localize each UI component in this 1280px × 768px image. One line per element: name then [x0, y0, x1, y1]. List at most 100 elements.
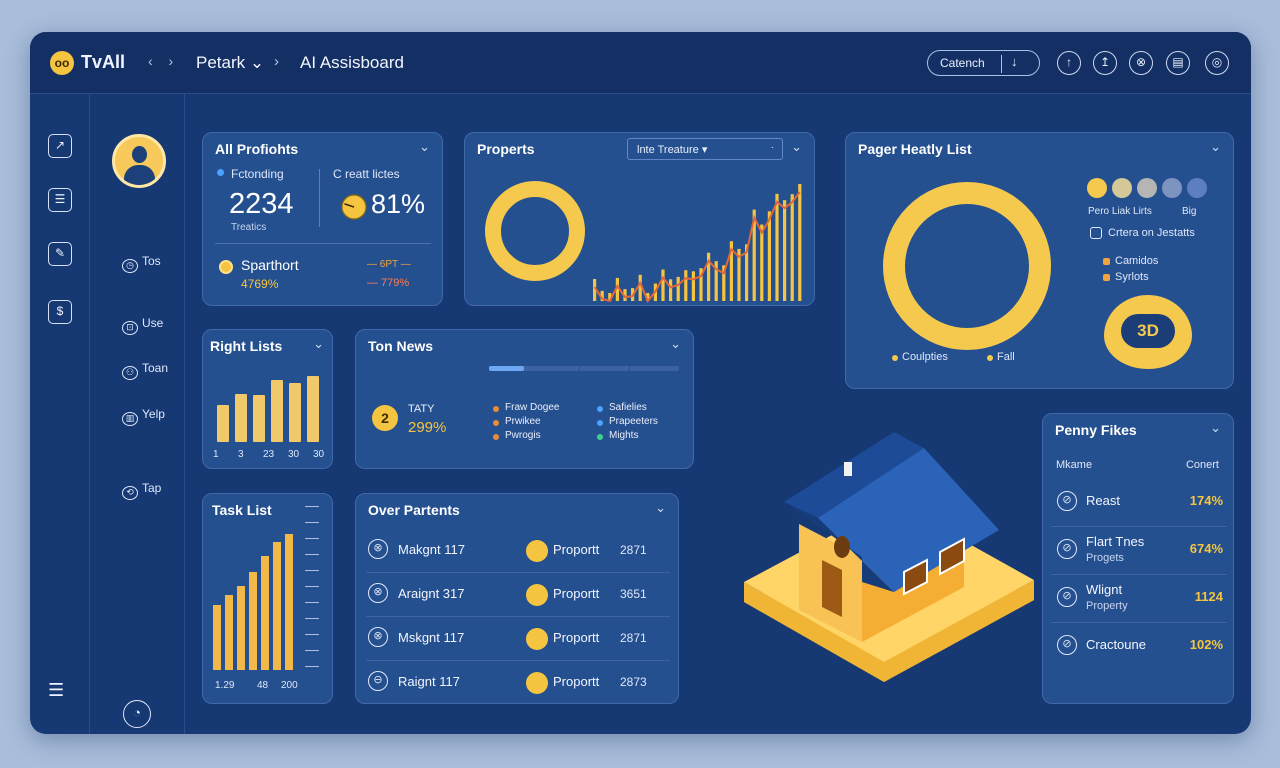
export-icon[interactable]: ↗: [48, 134, 72, 158]
card-title: Right Lists: [210, 338, 283, 354]
breadcrumb-project[interactable]: Petark ⌄: [196, 53, 265, 72]
bar: [767, 211, 771, 301]
coin-icon: [219, 260, 233, 274]
legend-swatch: [1103, 274, 1110, 281]
bar: [307, 376, 319, 442]
table-row[interactable]: ⊘ Cractoune 102%: [1051, 623, 1227, 671]
security-icon[interactable]: ⊗: [1129, 51, 1153, 75]
scale-rule: [305, 650, 319, 651]
sidebar-item-use[interactable]: ⊡ Use: [122, 316, 163, 335]
parents-list: ⊗ Makgnt 117 Proportt 2871 ⊗ Araignt 317 Propo…: [356, 529, 678, 703]
house-illustration: [744, 432, 1039, 702]
document-icon[interactable]: ▤: [1166, 51, 1190, 75]
legend-dot: [1137, 178, 1157, 198]
legend-swatch: [892, 355, 898, 361]
metric-sub: Treatics: [231, 222, 267, 233]
tick-labels: 1 3 23 30 30: [213, 449, 327, 463]
column-header: Mkame: [1056, 459, 1093, 471]
donut-chart: [883, 182, 1051, 350]
power-icon[interactable]: ◔: [123, 700, 151, 728]
chevron-down-icon[interactable]: ⌄: [1210, 139, 1221, 154]
bar: [775, 193, 779, 301]
bar: [790, 194, 794, 301]
upload-icon[interactable]: ↑: [1057, 51, 1081, 75]
divider: [319, 169, 320, 227]
sidebar-item-toan[interactable]: ⚇ Toan: [122, 361, 168, 380]
legend-item: Coulpties: [902, 351, 948, 363]
avatar[interactable]: [112, 134, 166, 188]
legend-dot: [597, 434, 603, 440]
chevron-down-icon[interactable]: ⌄: [419, 139, 430, 154]
table-row[interactable]: ⊘ Reast 174%: [1051, 479, 1227, 527]
search-button[interactable]: Catench ↓: [927, 50, 1040, 76]
item-number: 2871: [620, 631, 647, 645]
item-prop: Proportt: [553, 542, 600, 557]
table-row[interactable]: ⊘ Wlignt Property 1124: [1051, 575, 1227, 623]
divider: [215, 243, 431, 244]
list-item[interactable]: ⊗ Mskgnt 117 Proportt 2871: [366, 617, 670, 661]
gauge-icon: [341, 194, 367, 220]
list-icon[interactable]: ☰: [48, 188, 72, 212]
chevron-down-icon[interactable]: ⌄: [313, 336, 324, 351]
row-value: 4769%: [241, 277, 279, 291]
legend-item: Camidos: [1115, 255, 1159, 267]
scale-rule: [305, 586, 319, 587]
row-value: 1124: [1194, 589, 1223, 604]
bar: [213, 605, 221, 670]
item-name: Raignt 117: [398, 674, 460, 689]
share-icon[interactable]: ↥: [1093, 51, 1117, 75]
row-tag-bottom: — 779%: [367, 277, 410, 289]
chevron-down-icon[interactable]: ⌄: [670, 336, 681, 351]
bar: [676, 276, 680, 301]
row-tag-top: — 6PT —: [367, 259, 411, 270]
sidebar-item-tap[interactable]: ⟲ Tap: [122, 481, 161, 500]
bar: [729, 241, 733, 301]
menu-icon[interactable]: ☰: [48, 680, 65, 700]
list-item[interactable]: ⊖ Raignt 117 Proportt 2873: [366, 661, 670, 703]
tick-label: 200: [281, 680, 298, 691]
list-item[interactable]: ⊗ Makgnt 117 Proportt 2871: [366, 529, 670, 573]
right-lists-card: Right Lists ⌄ 1 3 23 30 30: [202, 329, 333, 469]
table-row[interactable]: ⊘ Flart Tnes Progets 674%: [1051, 527, 1227, 575]
sidebar-item-label: Toan: [142, 361, 169, 375]
nav-arrows[interactable]: ‹ ›: [148, 53, 180, 69]
list-item[interactable]: ⊗ Araignt 317 Proportt 3651: [366, 573, 670, 617]
sidebar-item-yelp[interactable]: ▥ Yelp: [122, 407, 165, 426]
scale-rule: [305, 522, 319, 523]
bar: [253, 395, 265, 442]
dollar-icon[interactable]: $: [48, 300, 72, 324]
rank-badge: 2: [372, 405, 398, 431]
row-value: 174%: [1189, 493, 1223, 508]
breadcrumb-page[interactable]: AI Assisboard: [300, 53, 404, 72]
legend-dot: [1162, 178, 1182, 198]
scale-rule: [305, 618, 319, 619]
bar: [691, 271, 695, 301]
stat-value: 299%: [408, 419, 447, 436]
legend-text: Big: [1182, 206, 1197, 217]
chevron-down-icon[interactable]: ⌄: [791, 139, 802, 154]
dropdown-caret: ·: [770, 142, 774, 153]
legend-swatch: [1103, 258, 1110, 265]
scale-rule: [305, 506, 319, 507]
legend-item: Prapeeters: [609, 416, 658, 427]
donut-chart: [485, 181, 585, 281]
refresh-icon: ⟲: [122, 486, 138, 500]
bar-line-chart: [593, 184, 802, 303]
tick-labels: 1.29 48 200: [215, 680, 325, 694]
row-name: Wlignt: [1086, 582, 1123, 597]
feature-dropdown[interactable]: lnte Treature ▾ ·: [627, 138, 783, 160]
download-icon[interactable]: ↓: [1011, 54, 1018, 69]
bar: [669, 279, 673, 301]
progress-track: [489, 366, 679, 371]
filter-icon[interactable]: [1090, 227, 1102, 239]
legend-text: Pero Liak Lirts: [1088, 206, 1152, 217]
legend-dots: [1087, 178, 1217, 200]
sidebar-item-tos[interactable]: ◷ Tos: [122, 254, 161, 273]
chevron-down-icon[interactable]: ⌄: [1210, 420, 1221, 435]
chevron-down-icon[interactable]: ⌄: [655, 500, 666, 515]
search-divider: [1001, 55, 1002, 73]
bar: [661, 269, 665, 301]
bar: [249, 572, 257, 670]
settings-icon[interactable]: ◎: [1205, 51, 1229, 75]
edit-icon[interactable]: ✎: [48, 242, 72, 266]
